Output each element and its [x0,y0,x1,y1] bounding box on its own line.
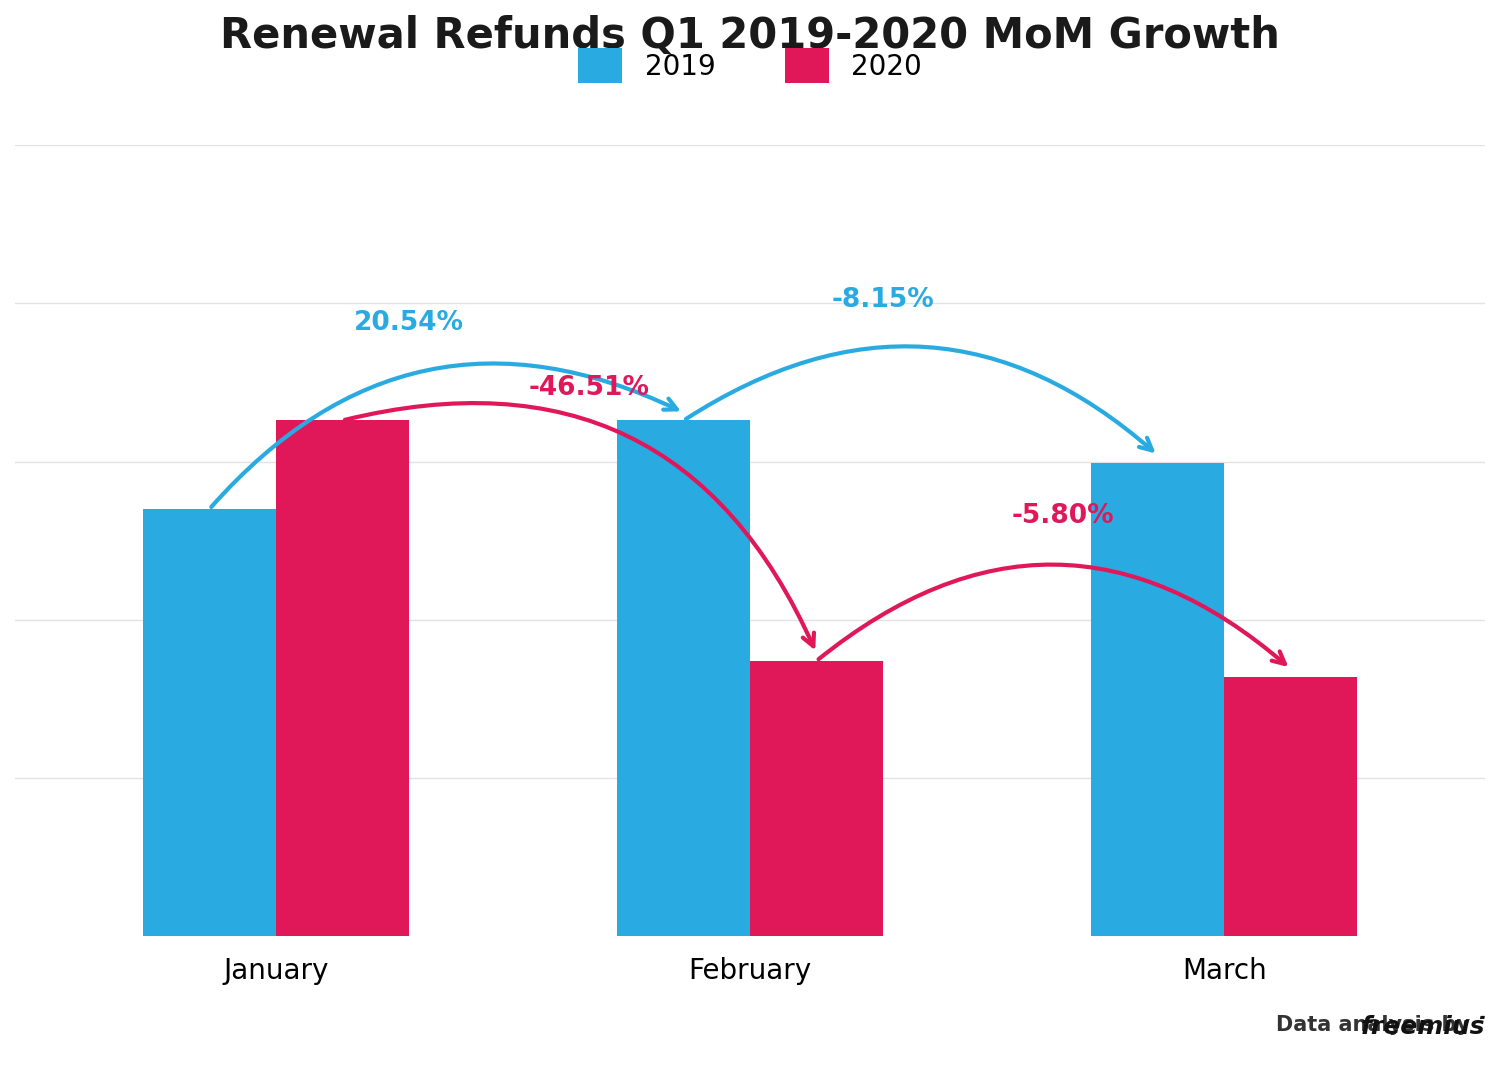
Bar [1224,677,1358,936]
Bar [750,661,884,936]
Title: Renewal Refunds Q1 2019-2020 MoM Growth: Renewal Refunds Q1 2019-2020 MoM Growth [220,15,1280,57]
Text: freemiuṡ: freemiuṡ [1360,1015,1485,1039]
Bar [276,420,408,936]
Bar [1092,463,1224,936]
Text: -46.51%: -46.51% [528,375,650,401]
Text: 20.54%: 20.54% [354,310,464,336]
Text: -5.80%: -5.80% [1011,503,1114,529]
Text: -8.15%: -8.15% [831,287,934,313]
Legend: 2019, 2020: 2019, 2020 [567,37,933,94]
Bar [616,420,750,936]
Text: Data analysis by: Data analysis by [1276,1015,1485,1036]
Bar [142,509,276,936]
